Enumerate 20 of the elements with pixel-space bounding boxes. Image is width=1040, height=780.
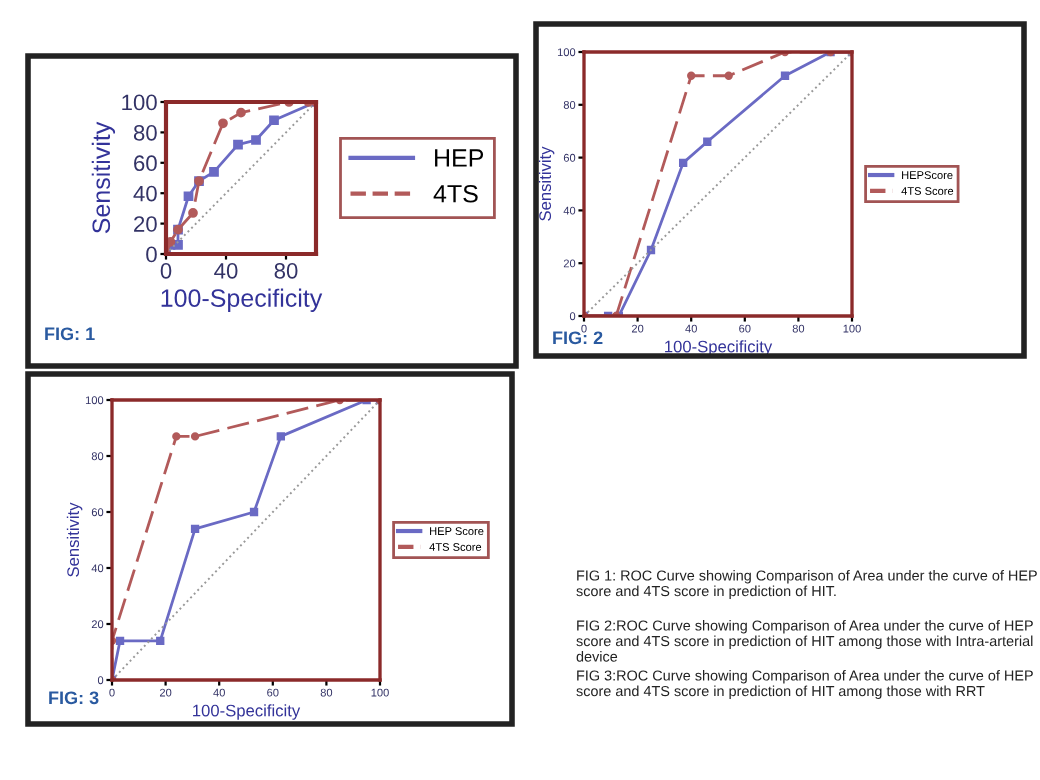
text: FIG: 1 (45, 327, 95, 341)
x-axis-title: 100-Specificity (665, 340, 773, 356)
x-tick-label: 80 (274, 262, 298, 279)
x-axis-title: 100-Specificity (161, 288, 323, 312)
x-tick-label: 0 (160, 262, 172, 279)
y-tick-label: 100 (122, 94, 157, 111)
legend-label: 4TS (433, 184, 478, 203)
y-tick-label: 80 (133, 124, 157, 141)
y-tick-label: 60 (134, 155, 157, 172)
y-tick-label: 20 (134, 216, 157, 232)
y-tick-label: 0 (146, 246, 157, 263)
y-axis-title: Sensitivity (538, 146, 555, 221)
x-axis-title: 100-Specificity (193, 704, 301, 720)
x-tick-label: 40 (214, 262, 238, 279)
y-tick-label: 40 (133, 185, 157, 202)
y-axis-title: Sensitivity (91, 121, 116, 234)
text: FIG: 3 (49, 691, 99, 705)
text: FIG: 2 (553, 331, 603, 345)
legend-label: HEP (435, 149, 484, 167)
y-axis-title: Sensitivity (66, 502, 83, 577)
